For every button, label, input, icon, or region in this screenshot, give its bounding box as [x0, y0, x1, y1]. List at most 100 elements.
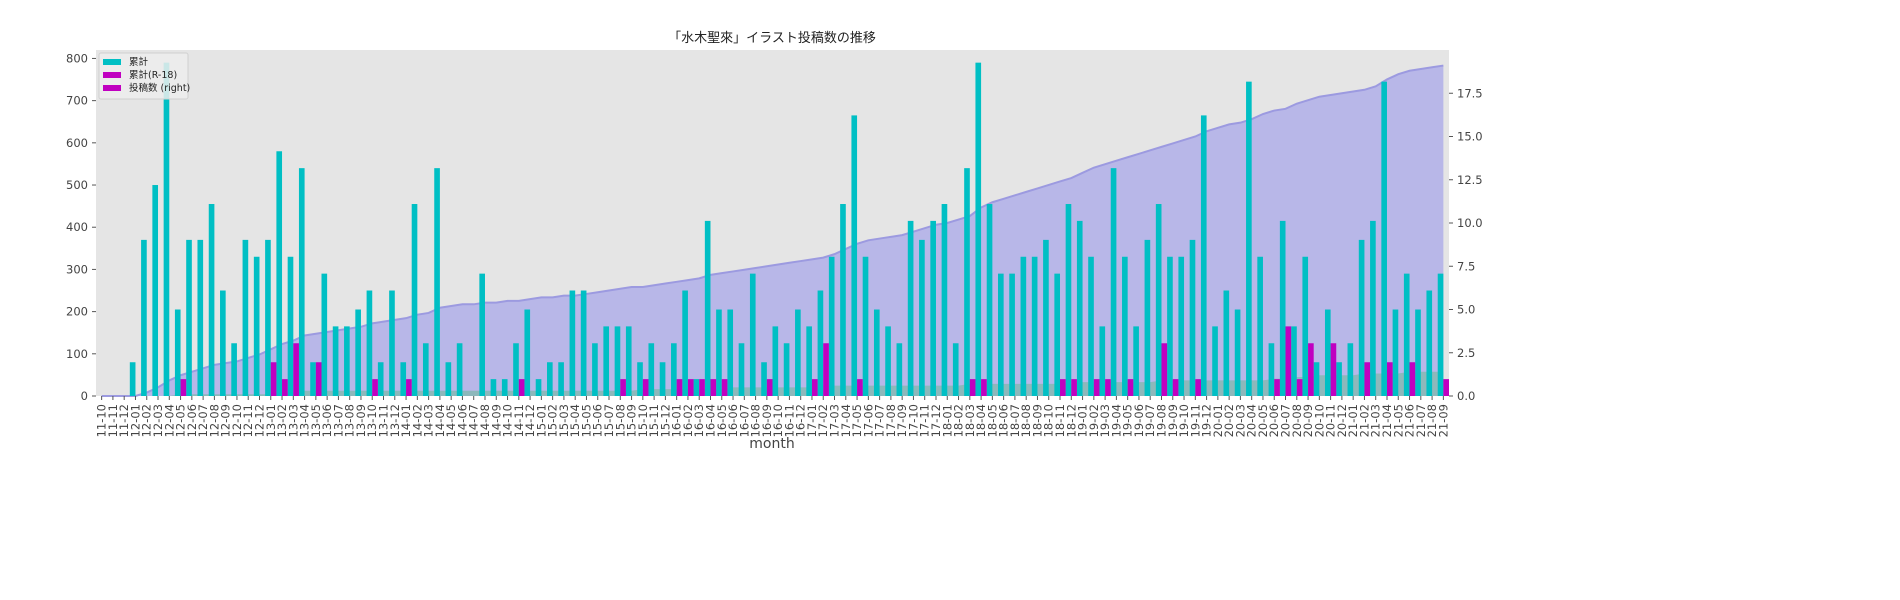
x-tick-label: 14-04	[433, 404, 447, 437]
x-tick-label: 17-04	[839, 404, 853, 437]
bar-posts-r18	[270, 362, 277, 396]
bar-posts	[174, 309, 181, 396]
x-tick-label: 12-08	[207, 404, 221, 437]
x-tick-label: 21-06	[1403, 404, 1417, 437]
x-tick-label: 19-10	[1177, 404, 1191, 437]
bar-posts	[1268, 343, 1275, 396]
x-tick-label: 15-06	[591, 404, 605, 437]
bar-posts	[208, 204, 215, 396]
x-tick-label: 17-06	[861, 404, 875, 437]
y-tick-label: 100	[66, 347, 88, 361]
x-tick-label: 16-10	[771, 404, 785, 437]
bar-posts	[1347, 343, 1354, 396]
legend-label: 累計(R-18)	[129, 69, 177, 81]
bar-posts	[1392, 309, 1399, 396]
x-tick-label: 18-05	[985, 404, 999, 437]
bar-posts	[896, 343, 903, 396]
bar-posts	[344, 326, 350, 396]
bar-posts-r18	[1364, 362, 1371, 396]
x-tick-label: 18-03	[963, 404, 977, 437]
y-tick-label: 400	[66, 220, 88, 234]
x-tick-label: 17-11	[918, 404, 932, 437]
x-tick-label: 15-12	[658, 404, 672, 437]
x-tick-label: 15-05	[579, 404, 593, 437]
bar-posts	[141, 239, 147, 396]
y-tick-label: 300	[66, 262, 88, 276]
bar-posts	[1178, 256, 1185, 396]
bar-posts-r18	[1127, 379, 1134, 396]
bar-posts-r18	[406, 379, 412, 396]
bar-posts	[332, 326, 339, 396]
x-tick-label: 16-07	[737, 404, 751, 437]
bar-posts	[952, 343, 959, 396]
x-tick-label: 15-10	[636, 404, 650, 437]
x-tick-label: 18-12	[1064, 404, 1078, 437]
bar-posts	[242, 239, 249, 396]
x-tick-label: 13-08	[343, 404, 357, 437]
bar-posts	[930, 220, 936, 396]
x-tick-label: 13-02	[275, 404, 289, 437]
x-tick-label: 14-07	[467, 404, 481, 437]
x-tick-label: 18-10	[1042, 404, 1056, 437]
x-tick-label: 17-07	[873, 404, 887, 437]
x-tick-label: 12-07	[196, 404, 210, 437]
x-tick-label: 17-10	[906, 404, 920, 437]
x-tick-label: 12-09	[219, 404, 233, 437]
x-tick-label: 14-11	[512, 404, 526, 437]
x-tick-label: 12-12	[252, 404, 266, 437]
bar-posts	[795, 309, 801, 396]
bar-posts	[152, 185, 159, 396]
bar-posts	[975, 62, 982, 396]
x-tick-label: 15-04	[568, 404, 582, 437]
bar-posts	[817, 290, 824, 396]
bar-posts	[1020, 256, 1027, 396]
bar-posts	[569, 290, 576, 396]
x-tick-label: 12-11	[241, 404, 255, 437]
bar-posts	[1189, 239, 1196, 396]
x-tick-label: 17-01	[805, 404, 819, 437]
bar-posts	[377, 362, 384, 396]
y-tick-label: 200	[66, 305, 88, 319]
x-tick-label: 18-04	[974, 404, 988, 437]
bar-posts	[456, 343, 463, 396]
x-tick-label: 12-04	[162, 404, 176, 437]
bar-posts	[220, 290, 226, 396]
bar-posts-r18	[1172, 379, 1179, 396]
bar-posts	[716, 309, 722, 396]
bar-posts-r18	[981, 379, 987, 396]
x-tick-label: 17-03	[828, 404, 842, 437]
y2-tick-label: 17.5	[1457, 86, 1483, 100]
bar-posts-r18	[642, 379, 649, 396]
x-tick-label: 13-07	[331, 404, 345, 437]
bar-posts	[738, 343, 745, 396]
x-tick-label: 18-08	[1019, 404, 1033, 437]
x-tick-label: 17-08	[884, 404, 898, 437]
legend-label: 累計	[129, 56, 149, 68]
bar-posts	[580, 290, 587, 396]
x-tick-label: 18-07	[1008, 404, 1022, 437]
x-tick-label: 16-02	[681, 404, 695, 437]
bar-posts	[727, 309, 734, 396]
x-tick-label: 13-01	[264, 404, 278, 437]
bar-posts	[1223, 290, 1230, 396]
bar-posts	[851, 115, 858, 396]
legend-box	[98, 52, 189, 100]
bar-posts-r18	[315, 362, 322, 396]
bar-posts	[1415, 309, 1421, 396]
x-tick-label: 21-05	[1391, 404, 1405, 437]
x-tick-label: 14-09	[489, 404, 503, 437]
x-tick-label: 21-04	[1380, 404, 1394, 437]
bar-posts-r18	[1060, 379, 1066, 396]
bar-posts	[986, 204, 993, 396]
bar-posts	[1336, 362, 1342, 396]
bar-posts-r18	[1161, 343, 1168, 396]
x-tick-label: 21-03	[1369, 404, 1383, 437]
y2-tick-label: 2.5	[1457, 346, 1475, 360]
x-tick-label: 19-09	[1166, 404, 1180, 437]
bar-posts	[671, 343, 677, 396]
bar-posts	[603, 326, 610, 396]
y2-tick-labels: 0.0 2.5 5.0 7.5 10.0 12.5 15.0 17.5	[1449, 86, 1483, 403]
bar-posts	[806, 326, 812, 396]
bar-posts-r18	[699, 379, 705, 396]
bar-posts	[411, 204, 418, 396]
